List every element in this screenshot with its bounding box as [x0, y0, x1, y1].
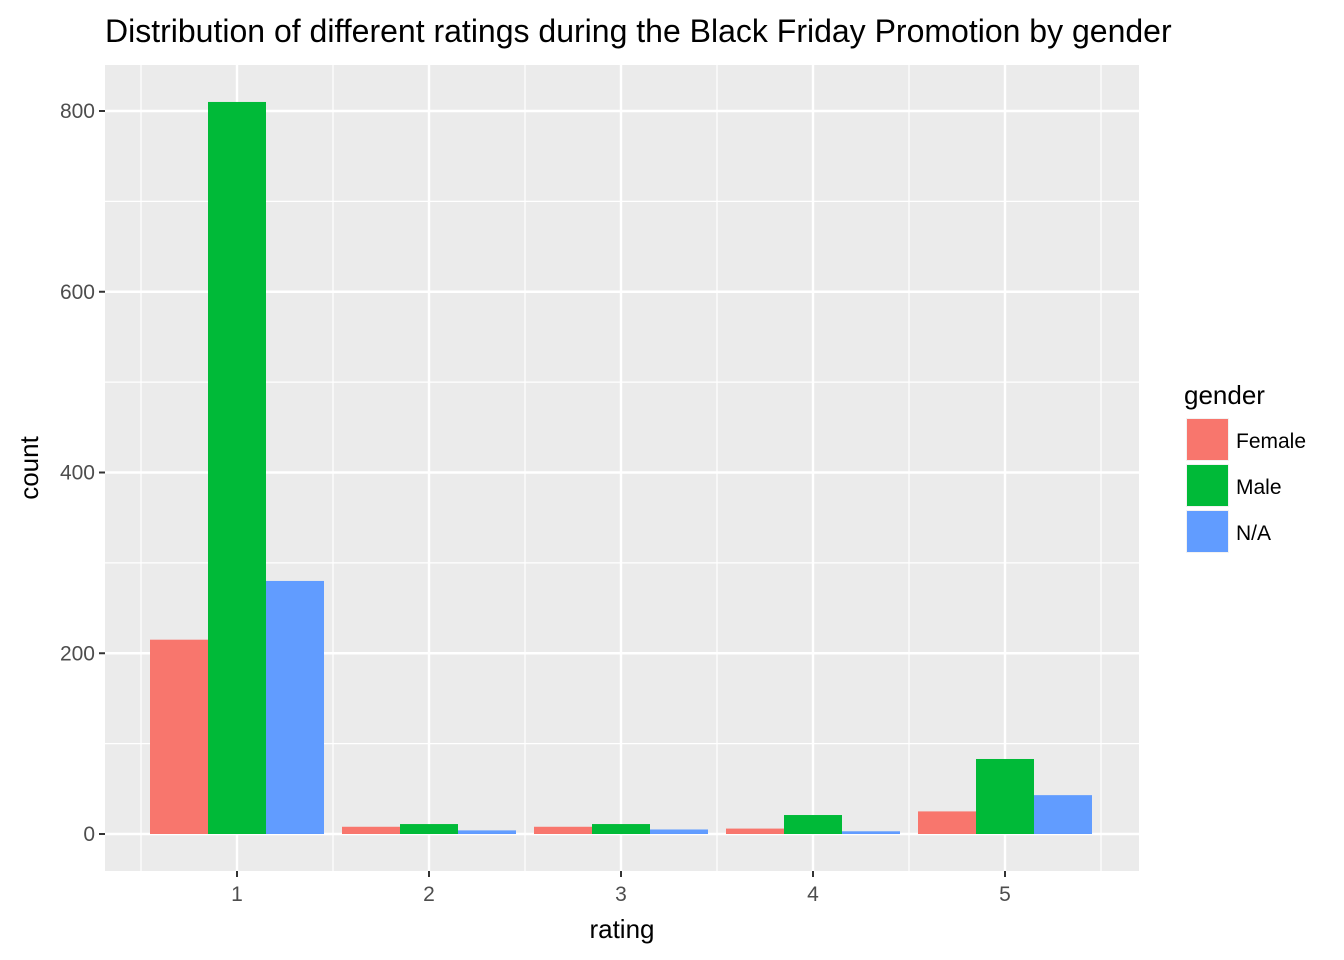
legend-label: Female	[1236, 430, 1306, 453]
y-tick-label: 200	[60, 642, 95, 665]
x-tick-label: 3	[615, 883, 627, 906]
bar-female-rating-1	[150, 639, 208, 834]
legend-swatch	[1187, 511, 1228, 552]
y-axis-title: count	[14, 435, 44, 499]
y-tick-label: 0	[83, 823, 95, 846]
x-tick-label: 1	[231, 883, 243, 906]
y-tick-label: 800	[60, 100, 95, 123]
legend-swatch	[1187, 465, 1228, 506]
bar-female-rating-2	[342, 826, 400, 834]
bar-male-rating-3	[592, 824, 650, 834]
legend-label: Male	[1236, 476, 1282, 499]
x-tick-label: 4	[807, 883, 819, 906]
bar-n-a-rating-4	[842, 831, 900, 834]
bar-male-rating-2	[400, 824, 458, 834]
x-axis: 1 2 3 4 5	[231, 871, 1011, 906]
y-tick-label: 600	[60, 281, 95, 304]
bar-male-rating-1	[208, 101, 266, 834]
bar-n-a-rating-3	[650, 829, 708, 834]
legend-swatch	[1187, 419, 1228, 460]
bar-female-rating-5	[918, 811, 976, 834]
bar-male-rating-5	[976, 758, 1034, 834]
legend: gender Female Male N/A	[1184, 380, 1306, 553]
legend-label: N/A	[1236, 522, 1271, 545]
x-tick-label: 2	[423, 883, 435, 906]
x-tick-label: 5	[999, 883, 1011, 906]
bar-female-rating-3	[534, 826, 592, 834]
bar-n-a-rating-5	[1034, 795, 1092, 834]
bars	[150, 101, 1092, 834]
bar-female-rating-4	[726, 828, 784, 834]
legend-title: gender	[1184, 380, 1265, 410]
x-axis-title: rating	[589, 914, 654, 944]
bar-n-a-rating-2	[458, 830, 516, 834]
bar-n-a-rating-1	[266, 580, 324, 834]
chart-title: Distribution of different ratings during…	[105, 13, 1172, 49]
y-axis: 0 200 400 600 800	[60, 100, 105, 846]
y-tick-label: 400	[60, 462, 95, 485]
bar-male-rating-4	[784, 815, 842, 834]
